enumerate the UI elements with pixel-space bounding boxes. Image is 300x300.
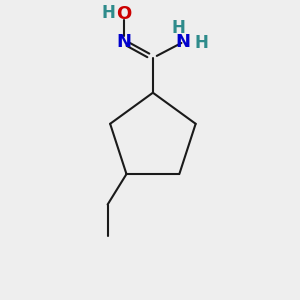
Text: H: H [101,4,115,22]
Text: O: O [116,5,131,23]
Text: H: H [194,34,208,52]
Text: H: H [171,19,185,37]
Text: N: N [116,33,131,51]
Text: N: N [176,33,191,51]
